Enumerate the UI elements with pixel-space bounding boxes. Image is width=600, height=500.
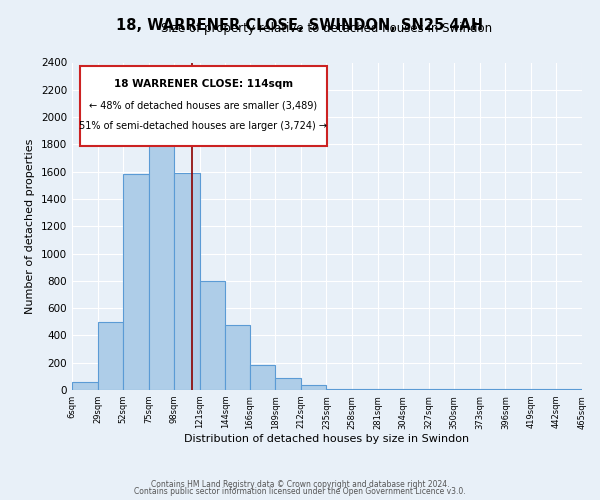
FancyBboxPatch shape <box>80 66 327 146</box>
Bar <box>226 324 250 390</box>
Text: ← 48% of detached houses are smaller (3,489): ← 48% of detached houses are smaller (3,… <box>89 100 317 110</box>
Text: 18 WARRENER CLOSE: 114sqm: 18 WARRENER CLOSE: 114sqm <box>114 79 293 89</box>
Text: Contains HM Land Registry data © Crown copyright and database right 2024.: Contains HM Land Registry data © Crown c… <box>151 480 449 489</box>
Bar <box>301 385 326 390</box>
Bar <box>149 124 174 390</box>
Bar <box>123 174 149 390</box>
Bar <box>250 365 275 390</box>
Bar <box>200 281 226 390</box>
Bar <box>72 382 98 390</box>
Text: Contains public sector information licensed under the Open Government Licence v3: Contains public sector information licen… <box>134 488 466 496</box>
Bar <box>174 173 200 390</box>
Text: 18, WARRENER CLOSE, SWINDON, SN25 4AH: 18, WARRENER CLOSE, SWINDON, SN25 4AH <box>116 18 484 32</box>
X-axis label: Distribution of detached houses by size in Swindon: Distribution of detached houses by size … <box>184 434 470 444</box>
Text: 51% of semi-detached houses are larger (3,724) →: 51% of semi-detached houses are larger (… <box>79 121 328 131</box>
Y-axis label: Number of detached properties: Number of detached properties <box>25 138 35 314</box>
Title: Size of property relative to detached houses in Swindon: Size of property relative to detached ho… <box>161 22 493 35</box>
Bar <box>275 378 301 390</box>
Bar <box>98 322 123 390</box>
